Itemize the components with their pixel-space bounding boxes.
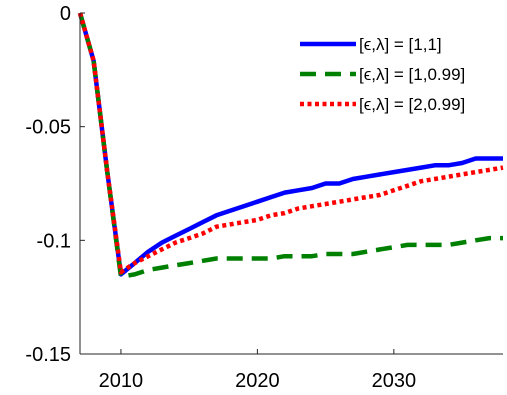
series-line-1 (77, 12, 503, 277)
x-tick-label: 2030 (372, 370, 417, 392)
series-line-2 (77, 12, 503, 279)
series-layer (77, 12, 504, 279)
legend: [ϵ,λ] = [1,1] [ϵ,λ] = [1,0.99] [ϵ,λ] = [2,… (300, 35, 465, 114)
x-tick-label: 2020 (235, 370, 280, 392)
y-tick-label: 0 (60, 3, 71, 25)
y-tick-label: -0.05 (25, 117, 71, 139)
y-tick-label: -0.1 (37, 230, 71, 252)
axes-layer: 0 -0.05 -0.1 -0.15 2010 2020 2030 (25, 3, 503, 392)
x-tick-label: 2010 (99, 370, 144, 392)
legend-label-3: [ϵ,λ] = [2,0.99] (359, 95, 465, 114)
legend-label-2: [ϵ,λ] = [1,0.99] (359, 65, 465, 84)
y-tick-label: -0.15 (25, 344, 71, 366)
series-line-3 (77, 12, 504, 275)
legend-label-1: [ϵ,λ] = [1,1] (359, 35, 442, 54)
